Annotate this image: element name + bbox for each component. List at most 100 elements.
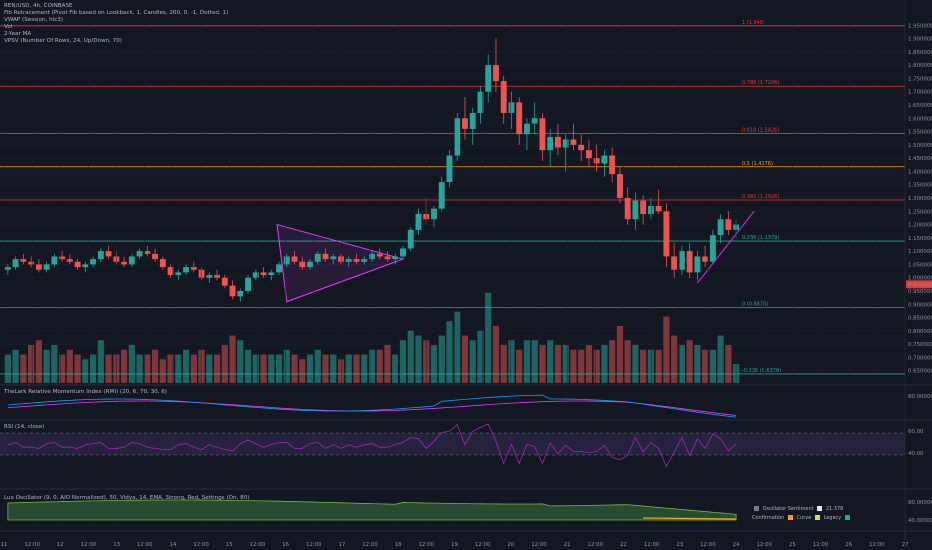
volume-bar xyxy=(283,349,290,383)
time-tick-label: 12:00 xyxy=(419,542,435,548)
candle-body xyxy=(609,155,616,175)
price-tick-label: 1.1000000 xyxy=(908,249,932,255)
candle-body xyxy=(469,112,476,129)
candle-body xyxy=(725,219,732,230)
candle-body xyxy=(400,248,406,257)
oscillator-area xyxy=(7,499,737,521)
time-tick-label: 22 xyxy=(620,542,627,548)
candle-body xyxy=(616,174,623,198)
fib-level-label: 0 (0.8878) xyxy=(742,302,768,308)
candle-body xyxy=(624,198,631,220)
time-tick-label: 12:00 xyxy=(193,542,209,548)
candle-body xyxy=(547,136,554,151)
volume-bar xyxy=(593,349,600,383)
candle-body xyxy=(237,291,244,297)
candle-body xyxy=(74,261,81,268)
candle-body xyxy=(446,155,453,183)
candle-body xyxy=(330,256,337,260)
time-tick-label: 12:00 xyxy=(362,542,378,548)
volume-bar xyxy=(74,354,81,383)
volume-bar xyxy=(260,354,267,383)
volume-bar xyxy=(485,292,492,383)
volume-bar xyxy=(702,349,709,383)
candle-body xyxy=(221,277,228,286)
time-tick-label: 17 xyxy=(338,542,345,548)
candle-body xyxy=(345,259,352,262)
volume-bar xyxy=(461,335,469,383)
indicator-legend-item[interactable]: Vol xyxy=(4,24,13,30)
volume-bar xyxy=(361,354,368,383)
symbol-title[interactable]: REN/USD, 4h, COINBASE xyxy=(4,3,73,9)
fib-level-label: 1 (1.948) xyxy=(742,20,765,26)
indicator-legend-item[interactable]: 2-Year MA xyxy=(4,31,32,37)
indicator-legend-item[interactable]: VPSV (Number Of Rows, 24, Up/Down, 70) xyxy=(4,38,122,44)
volume-bar xyxy=(151,349,159,383)
rmi-line xyxy=(7,394,737,418)
time-tick-label: 12:00 xyxy=(250,542,266,548)
price-tick-label: 1.6500000 xyxy=(908,103,932,109)
indicator-legend-item[interactable]: Fib Retracement (Pivot Fib based on Look… xyxy=(4,10,229,16)
time-tick-label: 12:00 xyxy=(306,542,322,548)
volume-bar xyxy=(82,359,89,383)
volume-bar xyxy=(113,354,120,383)
volume-bar xyxy=(237,340,244,383)
volume-bar xyxy=(616,326,624,383)
candle-body xyxy=(276,264,282,273)
price-tick-label: 1.1500000 xyxy=(908,236,932,242)
candle-body xyxy=(376,253,383,257)
panel-tick-label: 80.0000000 xyxy=(908,394,932,400)
candle-body xyxy=(384,256,391,260)
candle-body xyxy=(283,256,290,265)
candle-body xyxy=(307,261,313,268)
price-tick-label: 1.6000000 xyxy=(908,116,932,122)
fib-level-label: 0.5 (1.4176) xyxy=(742,161,773,167)
price-tick-label: 1.0000000 xyxy=(908,276,932,282)
volume-bar xyxy=(601,345,608,383)
time-tick-label: 12:00 xyxy=(81,542,97,548)
candle-body xyxy=(694,256,701,273)
time-tick-label: 20 xyxy=(507,542,514,548)
candle-body xyxy=(554,136,561,148)
oscillator-curve xyxy=(643,517,737,520)
candle-body xyxy=(686,251,693,273)
volume-bar xyxy=(299,359,306,383)
volume-bar xyxy=(120,349,128,383)
time-tick-label: 12:00 xyxy=(813,542,829,548)
candle-body xyxy=(508,102,515,113)
panel-tick-label: 40.0000000 xyxy=(908,518,932,524)
time-tick-label: 12:00 xyxy=(756,542,772,548)
candle-body xyxy=(516,102,523,135)
volume-bar xyxy=(399,340,407,383)
fib-level-label: 0.236 (1.1379) xyxy=(742,235,779,241)
candle-body xyxy=(214,275,220,278)
time-tick-label: 25 xyxy=(789,542,796,548)
time-tick-label: 21 xyxy=(564,542,571,548)
price-tick-label: 1.7000000 xyxy=(908,90,932,96)
candle-body xyxy=(183,267,190,273)
volume-bar xyxy=(314,349,321,383)
price-tick-label: 1.9500000 xyxy=(908,23,932,29)
candle-body xyxy=(190,267,197,270)
volume-bar xyxy=(51,345,58,383)
legend-legacy-label: Legacy xyxy=(823,515,842,521)
fib-level-label: 0.382 (1.2926) xyxy=(742,194,779,200)
volume-bar xyxy=(275,354,283,383)
volume-bar xyxy=(632,345,639,383)
time-tick-label: 14 xyxy=(170,542,177,548)
osc-panel-title[interactable]: Lux Oscillator (9, 0, AIO Normalized), 5… xyxy=(4,495,250,501)
candle-body xyxy=(562,139,569,148)
time-tick-label: 12:00 xyxy=(475,542,491,548)
rmi-panel-title[interactable]: TheLark Relative Momentum Index (RMI) (2… xyxy=(4,389,167,395)
rsi-panel-title[interactable]: RSI (14, close) xyxy=(4,424,45,430)
candle-body xyxy=(12,259,19,268)
indicator-legend-item[interactable]: VWAP (Session, hlc3) xyxy=(4,17,64,23)
volume-bar xyxy=(330,354,337,383)
price-tick-label: 0.7500000 xyxy=(908,342,932,348)
volume-bar xyxy=(640,349,647,383)
volume-bar xyxy=(291,354,298,383)
candle-body xyxy=(462,118,468,129)
candle-body xyxy=(4,267,11,270)
time-tick-label: 12:00 xyxy=(137,542,153,548)
volume-bar xyxy=(655,349,662,383)
